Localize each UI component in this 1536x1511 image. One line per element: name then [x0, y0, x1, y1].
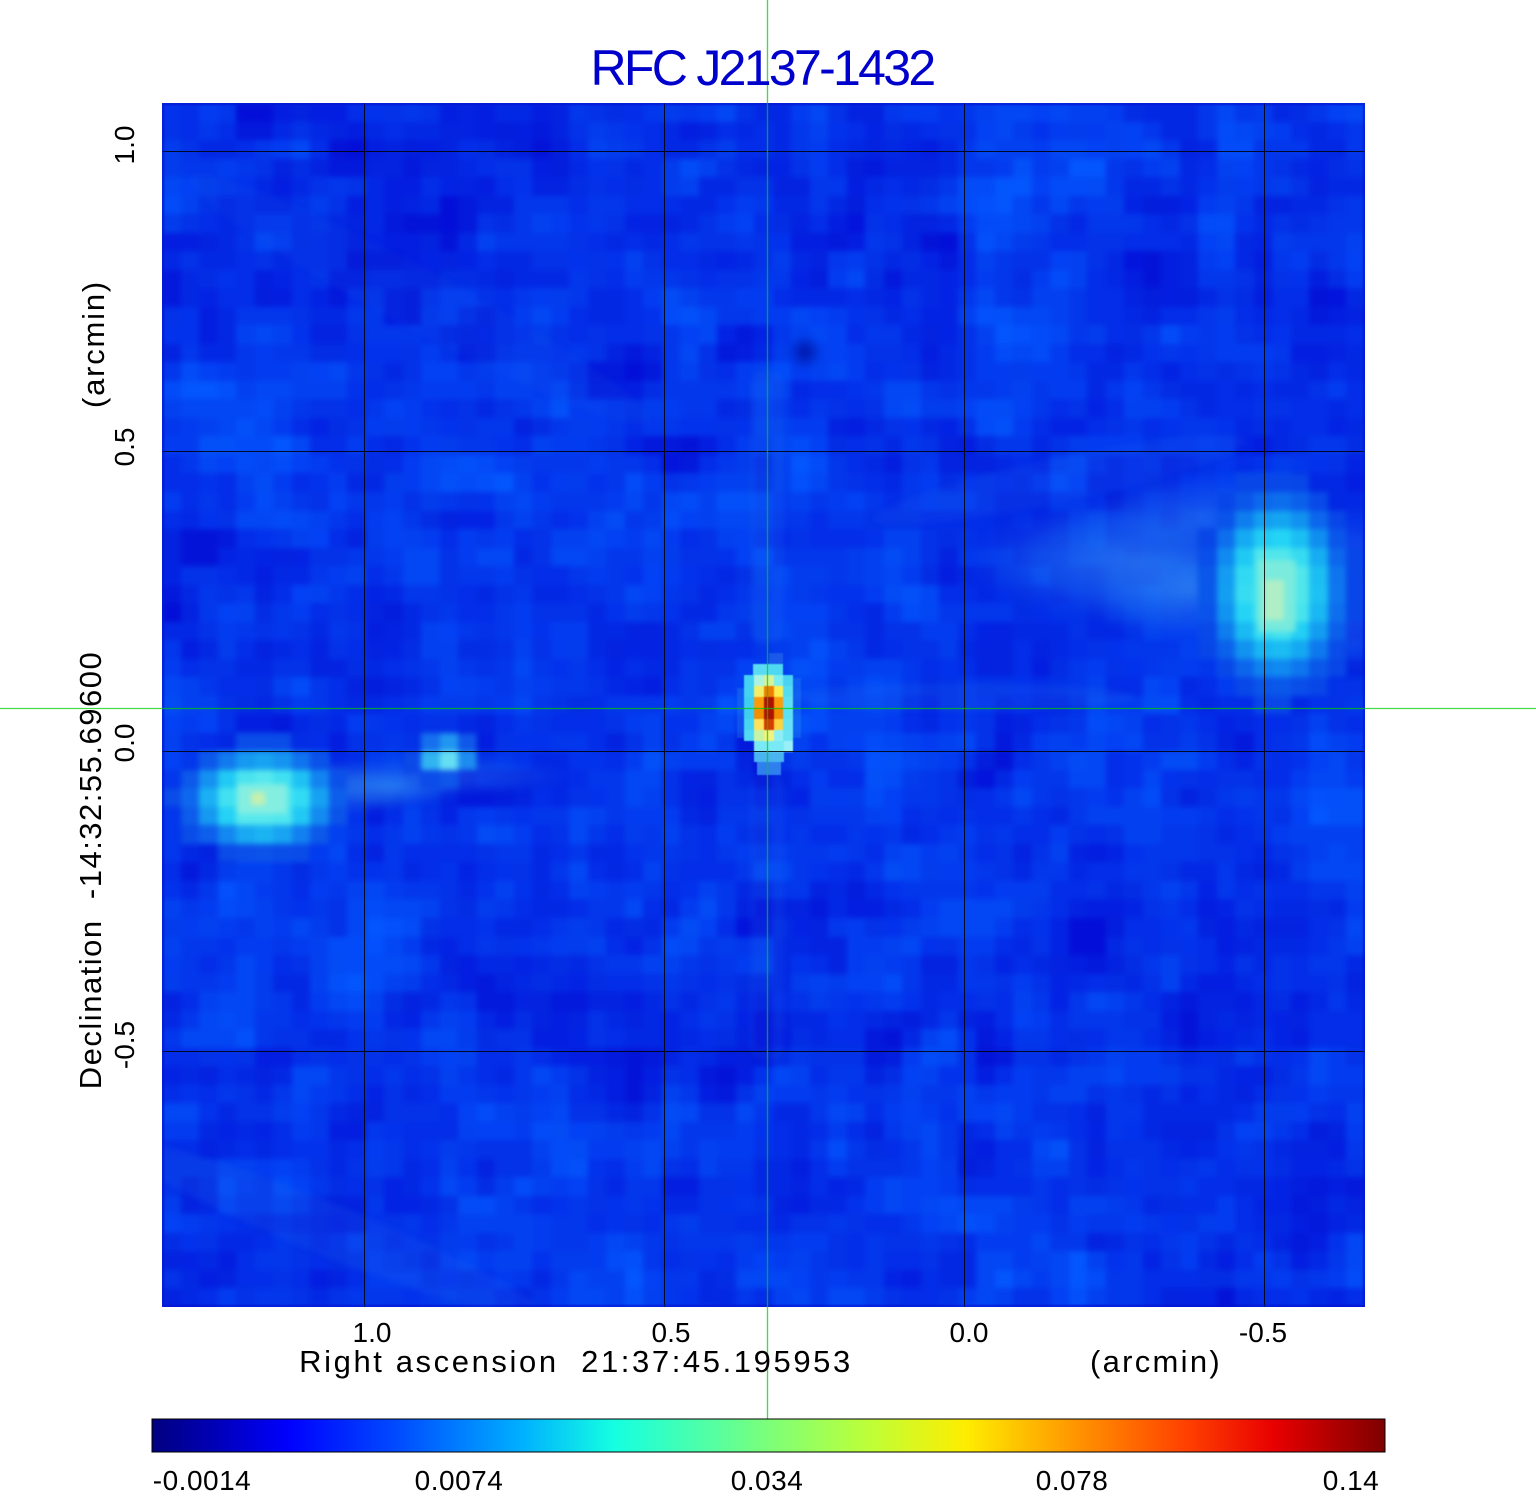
svg-text:(arcmin): (arcmin)	[76, 280, 111, 408]
svg-text:-0.0014: -0.0014	[153, 1465, 251, 1496]
svg-text:0.5: 0.5	[109, 428, 140, 467]
svg-text:-0.5: -0.5	[109, 1021, 140, 1069]
svg-text:0.078: 0.078	[1036, 1465, 1109, 1496]
svg-text:0.0: 0.0	[950, 1317, 989, 1348]
svg-text:-0.5: -0.5	[1239, 1317, 1287, 1348]
svg-text:Declination -14:32:55.69600: Declination -14:32:55.69600	[73, 651, 108, 1089]
svg-text:0.14: 0.14	[1323, 1465, 1380, 1496]
svg-text:1.0: 1.0	[109, 126, 140, 165]
svg-text:0.0074: 0.0074	[415, 1465, 504, 1496]
svg-text:0.0: 0.0	[109, 724, 140, 763]
svg-text:0.5: 0.5	[652, 1317, 691, 1348]
svg-text:(arcmin): (arcmin)	[1090, 1344, 1222, 1379]
svg-text:Right ascension 21:37:45.1959: Right ascension 21:37:45.195953	[299, 1344, 853, 1379]
svg-text:1.0: 1.0	[353, 1317, 392, 1348]
svg-text:RFC J2137-1432: RFC J2137-1432	[591, 40, 935, 96]
svg-text:0.034: 0.034	[731, 1465, 804, 1496]
